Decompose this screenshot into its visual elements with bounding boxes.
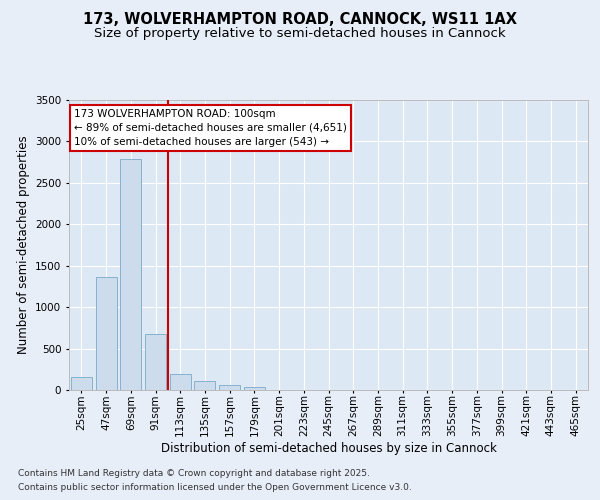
- Bar: [170, 374, 191, 390]
- Bar: [71, 377, 92, 390]
- Text: Size of property relative to semi-detached houses in Cannock: Size of property relative to semi-detach…: [94, 28, 506, 40]
- Bar: [120, 159, 141, 390]
- Y-axis label: Number of semi-detached properties: Number of semi-detached properties: [17, 136, 29, 354]
- Text: Contains HM Land Registry data © Crown copyright and database right 2025.: Contains HM Land Registry data © Crown c…: [18, 468, 370, 477]
- Text: 173, WOLVERHAMPTON ROAD, CANNOCK, WS11 1AX: 173, WOLVERHAMPTON ROAD, CANNOCK, WS11 1…: [83, 12, 517, 28]
- Text: Contains public sector information licensed under the Open Government Licence v3: Contains public sector information licen…: [18, 484, 412, 492]
- Text: 173 WOLVERHAMPTON ROAD: 100sqm
← 89% of semi-detached houses are smaller (4,651): 173 WOLVERHAMPTON ROAD: 100sqm ← 89% of …: [74, 108, 347, 146]
- Bar: [145, 334, 166, 390]
- Bar: [219, 386, 240, 390]
- Bar: [194, 381, 215, 390]
- Bar: [244, 386, 265, 390]
- X-axis label: Distribution of semi-detached houses by size in Cannock: Distribution of semi-detached houses by …: [161, 442, 496, 455]
- Bar: [95, 278, 116, 390]
